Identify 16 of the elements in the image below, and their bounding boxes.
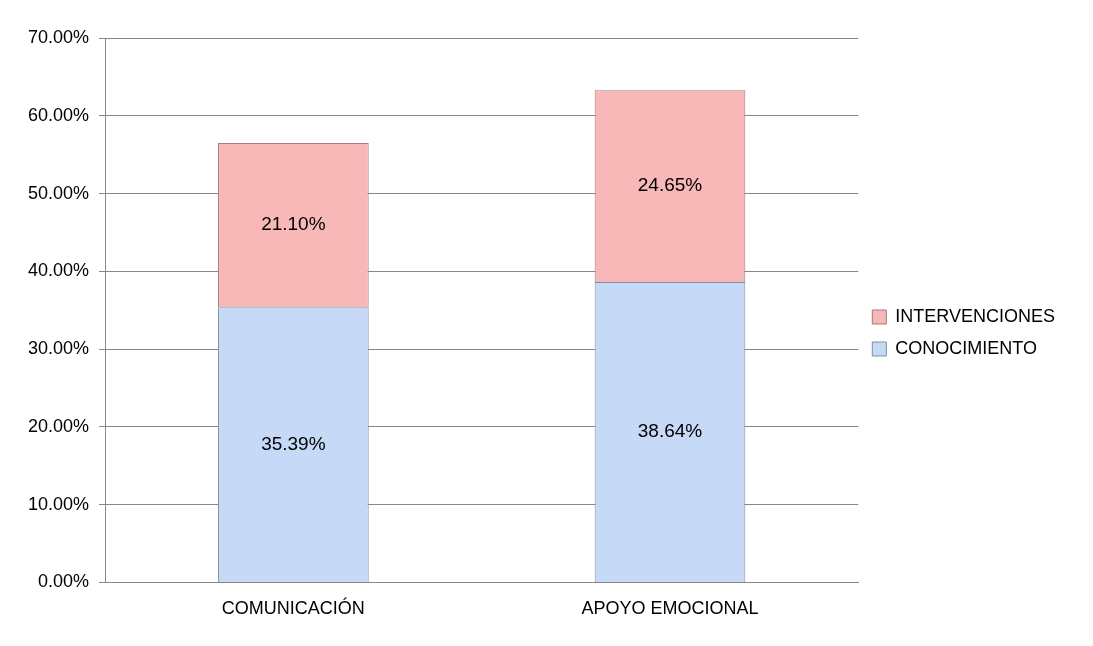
data-label: 21.10%	[261, 213, 326, 235]
data-label: 35.39%	[261, 432, 326, 454]
y-tick-label: 40.00%	[27, 260, 90, 281]
y-tick-label: 0.00%	[38, 571, 90, 592]
y-tick-label: 50.00%	[27, 182, 90, 203]
x-tick-label: COMUNICACIÓN	[221, 597, 365, 619]
data-label: 24.65%	[637, 174, 703, 196]
y-tick-label: 60.00%	[27, 104, 90, 125]
legend-label: INTERVENCIONES	[895, 305, 1056, 326]
y-tick-label: 10.00%	[27, 493, 90, 514]
y-tick-label: 30.00%	[27, 338, 90, 359]
x-tick-label: APOYO EMOCIONAL	[581, 598, 759, 619]
legend-label: CONOCIMIENTO	[895, 337, 1037, 358]
y-tick-label: 20.00%	[27, 415, 90, 436]
data-label: 38.64%	[637, 420, 703, 442]
y-tick-label: 70.00%	[27, 26, 90, 47]
